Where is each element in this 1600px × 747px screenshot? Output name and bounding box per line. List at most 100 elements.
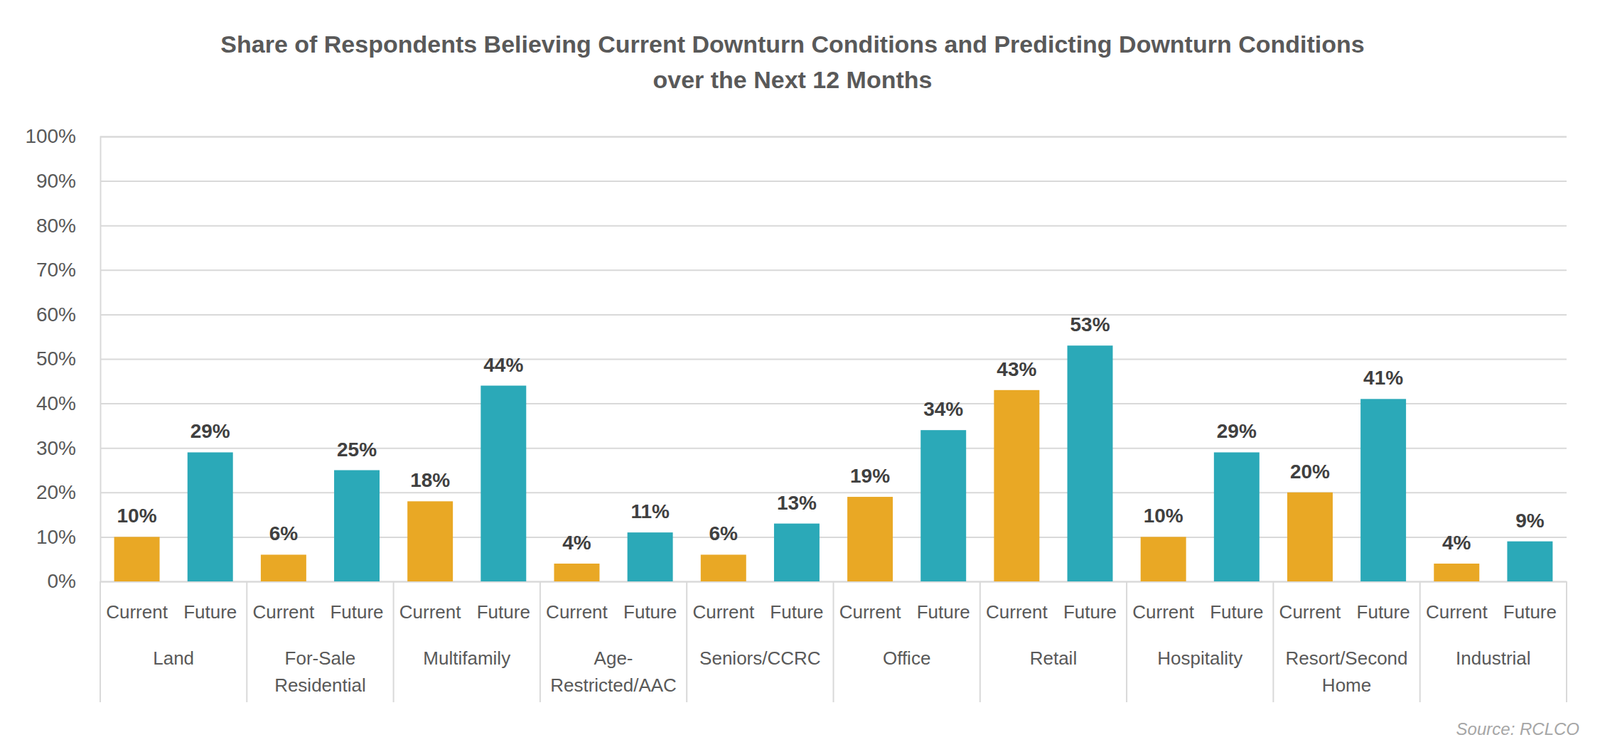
y-tick: 90% xyxy=(36,169,1567,192)
category-separator xyxy=(1419,581,1421,703)
data-label: 6% xyxy=(269,522,299,545)
text-line: Multifamily xyxy=(422,647,511,669)
x-axis: CurrentFutureLandCurrentFutureFor-SaleRe… xyxy=(100,581,1567,703)
bar xyxy=(553,563,600,582)
y-tick-label: 0% xyxy=(47,570,77,593)
chart: Share of Respondents Believing Current D… xyxy=(0,0,1600,747)
text-line: Hospitality xyxy=(1157,647,1243,669)
series-label: Future xyxy=(1063,601,1117,623)
text-line: Office xyxy=(882,647,931,669)
category-label: Hospitality xyxy=(1157,647,1243,669)
y-tick: 100% xyxy=(24,125,1567,148)
grid-line xyxy=(100,225,1567,227)
data-label: 41% xyxy=(1363,366,1404,389)
bar xyxy=(774,523,820,582)
y-tick: 30% xyxy=(36,437,1567,460)
text-line: Resort/Second xyxy=(1285,647,1409,669)
data-label: 43% xyxy=(996,358,1037,381)
grid-line xyxy=(100,314,1567,316)
text-line: For-Sale xyxy=(285,647,357,669)
category-label: Age-Restricted/AAC xyxy=(550,647,677,696)
series-label: Future xyxy=(1503,601,1557,623)
series-label: Current xyxy=(692,601,755,623)
data-label: 10% xyxy=(1143,504,1184,527)
category-separator xyxy=(833,581,835,703)
bar xyxy=(1214,452,1260,582)
y-tick: 80% xyxy=(36,214,1567,237)
data-label: 25% xyxy=(336,438,377,461)
grid-line xyxy=(100,180,1567,182)
series-label: Future xyxy=(329,601,384,623)
y-tick: 50% xyxy=(36,347,1567,370)
series-label: Current xyxy=(399,601,462,623)
grid-line xyxy=(100,491,1567,494)
data-labels: 10%6%18%4%6%19%43%10%20%4%29%25%44%11%13… xyxy=(117,313,1545,554)
bar xyxy=(334,470,380,583)
bar xyxy=(847,496,893,582)
bar xyxy=(627,532,674,582)
data-label: 34% xyxy=(923,398,964,421)
text-line: over the Next 12 Months xyxy=(653,66,933,94)
data-label: 4% xyxy=(1442,531,1472,554)
series-label: Current xyxy=(839,601,902,623)
bar xyxy=(920,430,966,582)
text-line: Share of Respondents Believing Current D… xyxy=(220,30,1365,58)
grid-line xyxy=(100,269,1567,271)
series-label: Future xyxy=(476,601,531,623)
bar xyxy=(480,385,526,582)
series-label: Future xyxy=(1356,601,1411,623)
text-line: Retail xyxy=(1029,647,1077,669)
grid-line xyxy=(100,403,1567,405)
data-label: 9% xyxy=(1515,509,1545,532)
y-tick-label: 20% xyxy=(36,481,77,504)
series-label: Future xyxy=(916,601,971,623)
series-label: Current xyxy=(1425,601,1488,623)
y-tick-label: 30% xyxy=(36,437,77,460)
y-tick-label: 10% xyxy=(36,525,77,549)
category-separator xyxy=(539,581,541,703)
y-tick-label: 50% xyxy=(36,347,77,370)
y-tick-label: 60% xyxy=(36,303,77,326)
plot: 0% 10% 20% 30% 40% 50% 60% 70% 80% 90% 100% 10% 6% 18… xyxy=(24,125,1567,703)
series-label: Current xyxy=(1132,601,1195,623)
series-label: Future xyxy=(183,601,237,623)
bar xyxy=(1067,345,1114,582)
series-label: Current xyxy=(1279,601,1342,623)
data-label: 4% xyxy=(562,531,592,554)
category-label: Resort/Second Home xyxy=(1285,647,1409,696)
data-label: 19% xyxy=(850,464,890,487)
category-label: Retail xyxy=(1029,647,1077,669)
category-label: For-SaleResidential xyxy=(274,647,367,696)
series-label: Future xyxy=(1209,601,1264,623)
grid-line xyxy=(100,136,1567,138)
data-label: 44% xyxy=(483,353,524,377)
y-tick-label: 40% xyxy=(36,392,77,415)
y-tick-label: 70% xyxy=(36,258,77,281)
bar xyxy=(993,390,1040,582)
y-tick: 60% xyxy=(36,303,1567,326)
data-label: 18% xyxy=(410,469,450,492)
data-label: 29% xyxy=(190,420,231,443)
text-line: Age- xyxy=(594,647,634,669)
bar xyxy=(700,554,747,582)
category-separator xyxy=(979,581,981,703)
grid-line xyxy=(100,536,1567,539)
y-tick-label: 90% xyxy=(36,169,77,192)
data-label: 13% xyxy=(776,491,817,514)
bar xyxy=(187,452,234,582)
category-separator xyxy=(1565,581,1568,703)
annotation: Source: RCLCO xyxy=(1456,719,1580,739)
category-separator xyxy=(685,581,688,703)
y-tick-label: 80% xyxy=(36,214,77,237)
bars xyxy=(114,345,1554,582)
category-separator xyxy=(245,581,248,703)
y-axis: 0% 10% 20% 30% 40% 50% 60% 70% 80% 90% 100% xyxy=(24,125,1567,593)
category-label: Land xyxy=(152,647,195,669)
category-separator xyxy=(1272,581,1274,703)
data-label: 6% xyxy=(709,522,739,545)
data-label: 10% xyxy=(117,504,158,527)
bar xyxy=(1140,536,1187,582)
data-label: 11% xyxy=(630,500,670,523)
data-label: 29% xyxy=(1216,420,1257,443)
text-line: Home xyxy=(1322,674,1372,696)
